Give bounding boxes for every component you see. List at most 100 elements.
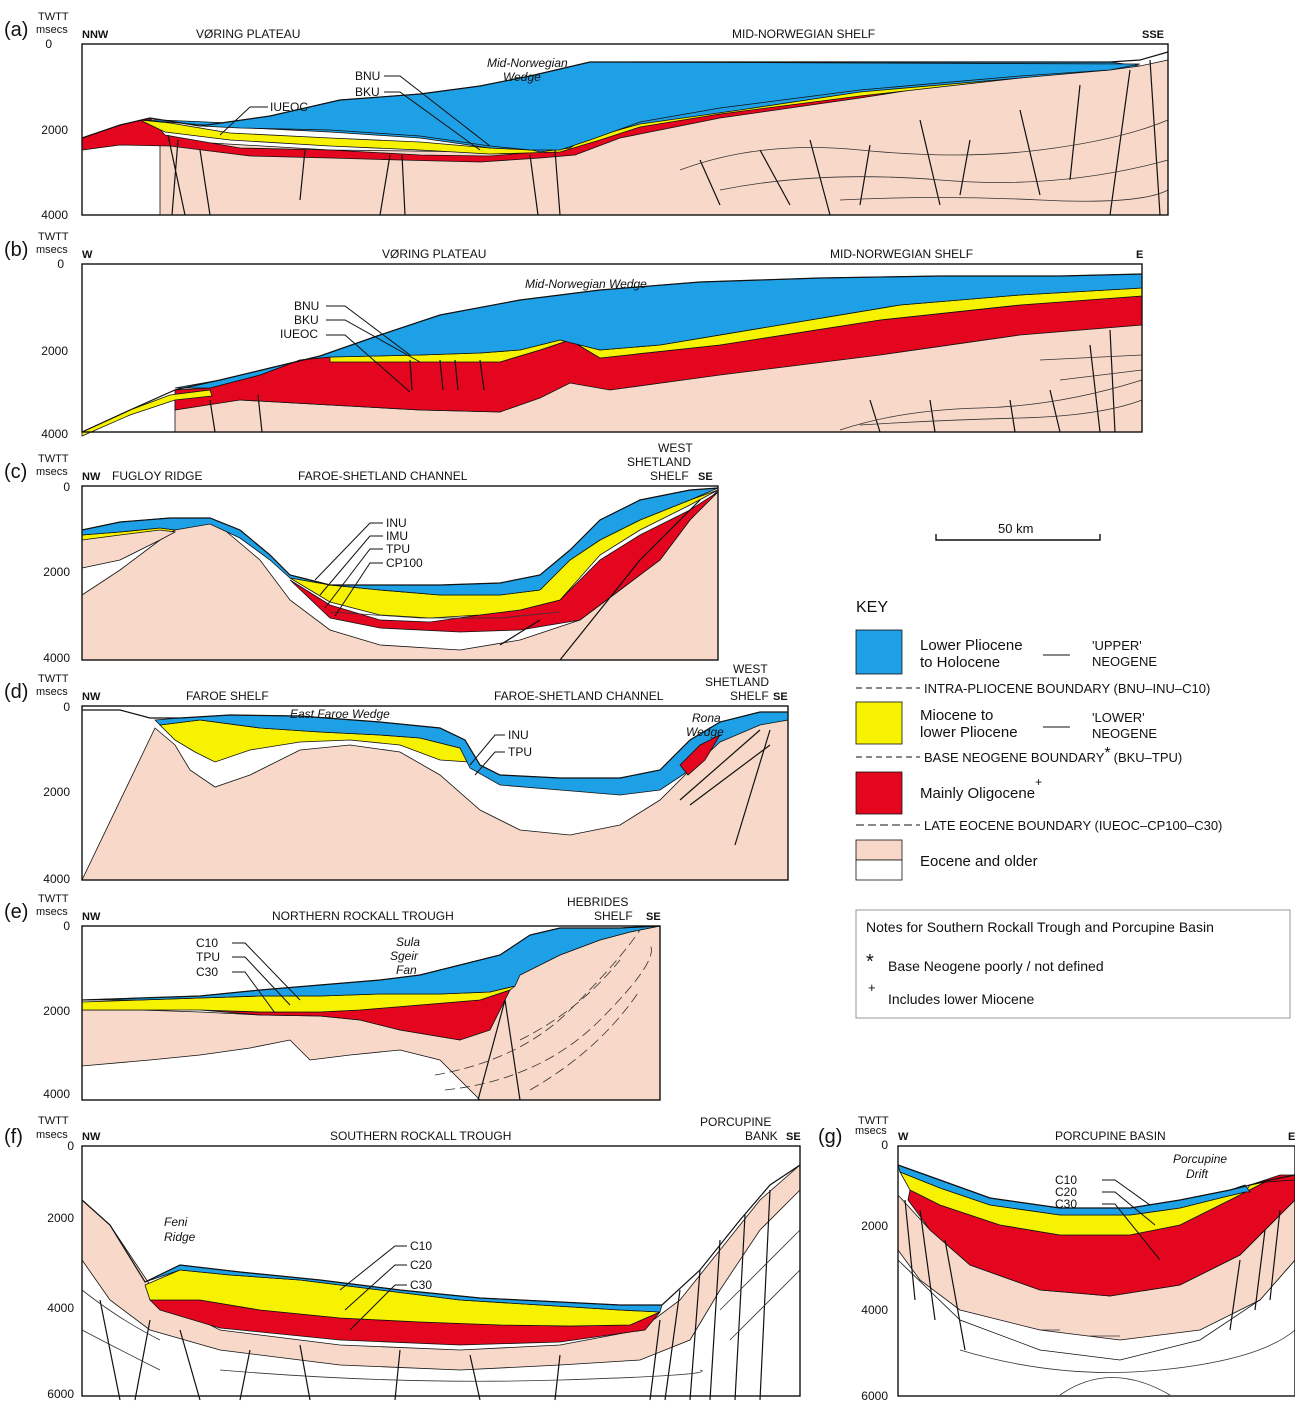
panel-b-horizon-iueoc: IUEOC: [280, 327, 318, 341]
panel-a-seabed: [81, 51, 1169, 139]
panel-c-region-channel: FAROE-SHETLAND CHANNEL: [298, 469, 468, 483]
panel-e-horizon-tpu: TPU: [196, 950, 220, 964]
panel-c-direction-left: NW: [82, 471, 101, 483]
panel-a-frame: [81, 43, 1169, 216]
panel-e-axis-label-line1: TWTT: [38, 893, 69, 905]
panel-b-axis-label-line2: msecs: [36, 244, 68, 256]
panel-b: (b) TWTT msecs W E VØRING PLATEAU MID-NO…: [4, 231, 1143, 441]
panel-e-feature-sgeir: Sgeir: [390, 949, 419, 963]
panel-a-tick-0: 0: [45, 37, 52, 51]
panel-e-tick-4000: 4000: [43, 1087, 70, 1101]
panel-c-reflector: [329, 611, 561, 619]
panel-b-bnu-leader: [326, 305, 411, 356]
legend-item-pliocene-line1: Lower Pliocene: [920, 637, 1023, 654]
legend-group-upper-line2: NEOGENE: [1092, 654, 1157, 669]
panel-c-tick-4000: 4000: [43, 651, 70, 665]
panel-e-feature-fan: Fan: [396, 963, 417, 977]
panel-b-letter: (b): [4, 239, 28, 261]
panel-f-faults: [99, 1189, 771, 1401]
panel-e-region-shelf: SHELF: [594, 909, 633, 923]
panel-d-feature-rona: Rona: [692, 711, 721, 725]
legend-item-miocene-line1: Miocene to: [920, 707, 993, 724]
panel-e-tick-0: 0: [63, 919, 70, 933]
panel-c-horizon-imu: IMU: [386, 529, 408, 543]
panel-f-c10-leader: [339, 1245, 407, 1291]
legend: KEY Lower Pliocene to Holocene 'UPPER' N…: [855, 599, 1222, 881]
panel-d-axis-label-line2: msecs: [36, 686, 68, 698]
panel-d-region-west: WEST: [733, 662, 768, 676]
legend-intra-pliocene-label: INTRA-PLIOCENE BOUNDARY (BNU–INU–C10): [924, 681, 1210, 696]
panel-c-direction-right: SE: [698, 471, 713, 483]
panel-e-horizon-c30: C30: [196, 965, 218, 979]
notes-asterisk: *: [866, 951, 874, 973]
panel-e-tick-2000: 2000: [43, 1004, 70, 1018]
panel-e-tpu-leader: [232, 956, 291, 1006]
panel-e: (e) TWTT msecs NW SE NORTHERN ROCKALL TR…: [4, 893, 661, 1101]
panel-c-wedge-base: [81, 529, 177, 569]
panel-g-horizon-c20: C20: [1055, 1185, 1077, 1199]
panel-g-seabed: [897, 1164, 1295, 1209]
panel-f-axis-label-line2: msecs: [36, 1129, 68, 1141]
legend-swatch-eocene: [855, 839, 903, 861]
panel-a-tick-2000: 2000: [41, 123, 68, 137]
panel-f-region-porcupine: PORCUPINE: [700, 1115, 771, 1129]
notes-line1: Base Neogene poorly / not defined: [888, 958, 1104, 974]
panel-a-horizon-bku: BKU: [355, 85, 380, 99]
panel-e-region-trough: NORTHERN ROCKALL TROUGH: [272, 909, 454, 923]
panel-f-c30-leader: [349, 1284, 407, 1331]
legend-base-neogene-label: BASE NEOGENE BOUNDARY* (BKU–TPU): [924, 745, 1182, 765]
panel-a-bku-leader: [384, 91, 481, 151]
panel-a-feature-wedge-line1: Mid-Norwegian: [487, 56, 568, 70]
panel-f-horizon-c20: C20: [410, 1258, 432, 1272]
panel-e-letter: (e): [4, 901, 28, 923]
panel-f-tick-6000: 6000: [47, 1387, 74, 1401]
panel-g-tick-2000: 2000: [861, 1219, 888, 1233]
panel-b-frame: [81, 263, 1143, 433]
panel-g-letter: (g): [818, 1126, 842, 1148]
panel-f-region-bank: BANK: [745, 1129, 778, 1143]
panel-f-deep-reflectors: [81, 1229, 801, 1382]
panel-g-tick-0: 0: [881, 1138, 888, 1152]
panel-b-deep-reflectors: [839, 354, 1143, 431]
panel-d-region-channel: FAROE-SHETLAND CHANNEL: [494, 689, 664, 703]
panel-e-direction-right: SE: [646, 911, 661, 923]
panel-g-axis-label-line2: msecs: [855, 1125, 887, 1137]
scale-bar: 50 km: [935, 521, 1101, 541]
panel-a-bnu-leader: [384, 75, 491, 147]
panel-g-c20-leader: [1102, 1191, 1156, 1226]
panel-g: (g) TWTT msecs W E PORCUPINE BASIN 0 200…: [818, 1115, 1295, 1403]
panel-c-axis-label-line2: msecs: [36, 466, 68, 478]
panel-a-feature-wedge-line2: Wedge: [503, 70, 541, 84]
panel-b-tick-4000: 4000: [41, 427, 68, 441]
panel-d: (d) TWTT msecs NW SE FAROE SHELF FAROE-S…: [4, 662, 789, 886]
panel-d-direction-left: NW: [82, 691, 101, 703]
panel-g-feature-porcupine: Porcupine: [1173, 1152, 1227, 1166]
panel-g-c10-leader: [1102, 1179, 1151, 1206]
panel-c-cp100-leader: [334, 562, 383, 617]
panel-d-feature-east-faroe-wedge: East Faroe Wedge: [290, 707, 390, 721]
panel-c-horizon-inu: INU: [386, 516, 407, 530]
panel-d-tick-2000: 2000: [43, 785, 70, 799]
panel-a: (a) TWTT msecs NNW SSE VØRING PLATEAU MI…: [4, 11, 1169, 222]
panel-f-tick-4000: 4000: [47, 1301, 74, 1315]
panel-e-frame: [81, 925, 661, 1101]
panel-b-seabed: [81, 273, 1143, 433]
panel-e-region-hebrides: HEBRIDES: [567, 895, 628, 909]
panel-d-feature-rona-wedge: Wedge: [686, 725, 724, 739]
legend-swatch-oligocene: [855, 771, 903, 815]
panel-b-faults: [209, 329, 1116, 433]
panel-g-frame: [897, 1145, 1295, 1397]
panel-c-region-shetland: SHETLAND: [627, 455, 691, 469]
panel-c-frame: [81, 485, 719, 661]
panel-g-feature-drift: Drift: [1186, 1167, 1209, 1181]
scale-bar-label: 50 km: [998, 521, 1033, 536]
panel-d-oligocene-sliver: [679, 734, 722, 776]
panel-d-letter: (d): [4, 681, 28, 703]
panel-f-tick-2000: 2000: [47, 1211, 74, 1225]
panel-c-faults: [499, 499, 701, 661]
legend-group-upper-line1: 'UPPER': [1092, 638, 1142, 653]
panel-g-tick-6000: 6000: [861, 1389, 888, 1403]
panel-d-horizon-inu: INU: [508, 728, 529, 742]
panel-b-region-voring: VØRING PLATEAU: [382, 247, 486, 261]
panel-g-horizon-c30: C30: [1055, 1197, 1077, 1211]
